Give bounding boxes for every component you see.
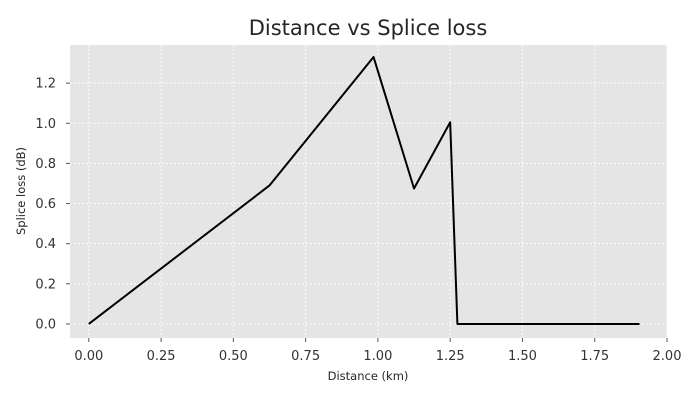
y-axis-label: Splice loss (dB) <box>14 147 28 235</box>
y-tick-label: 0.6 <box>35 197 56 212</box>
series-layer <box>88 56 640 325</box>
x-axis-label: Distance (km) <box>328 369 409 383</box>
y-tick-label: 1.2 <box>35 77 56 92</box>
x-tick-label: 0.50 <box>219 349 248 364</box>
y-tick-label: 0.2 <box>35 277 56 292</box>
series-line <box>88 56 640 325</box>
y-axis: 0.0 0.2 0.4 0.6 0.8 1.0 1.2 <box>35 77 70 332</box>
x-axis: 0.00 0.25 0.50 0.75 1.00 1.25 1.50 1.75 2.00 <box>74 338 681 364</box>
x-tick-label: 0.00 <box>74 349 103 364</box>
x-tick-label: 1.50 <box>508 349 537 364</box>
x-tick-label: 0.25 <box>147 349 176 364</box>
y-tick-label: 0.4 <box>35 237 56 252</box>
plot-area <box>70 45 667 338</box>
x-tick-label: 2.00 <box>653 349 682 364</box>
x-tick-label: 1.75 <box>580 349 609 364</box>
x-tick-label: 1.00 <box>363 349 392 364</box>
y-tick-label: 1.0 <box>35 117 56 132</box>
x-tick-label: 1.25 <box>436 349 465 364</box>
y-tick-label: 0.0 <box>35 317 56 332</box>
y-tick-label: 0.8 <box>35 157 56 172</box>
chart-title: Distance vs Splice loss <box>249 16 488 40</box>
x-tick-label: 0.75 <box>291 349 320 364</box>
